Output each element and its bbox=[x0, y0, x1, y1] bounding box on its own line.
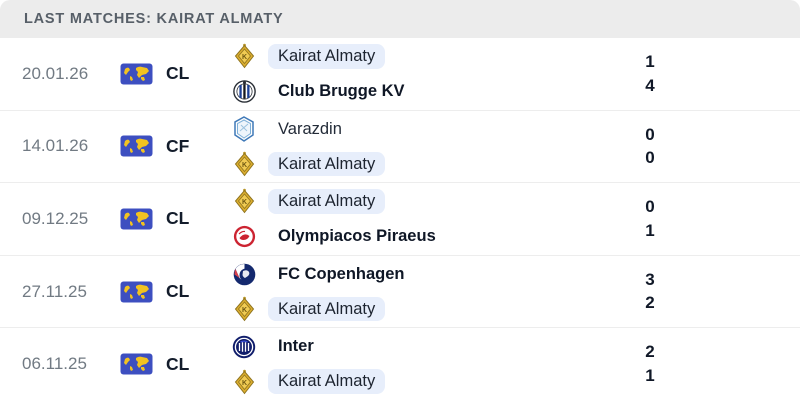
away-score: 2 bbox=[645, 293, 655, 313]
svg-text:K: K bbox=[241, 307, 246, 314]
team-name: Inter bbox=[278, 337, 314, 356]
svg-text:K: K bbox=[241, 162, 246, 169]
club-brugge-logo-icon bbox=[232, 78, 256, 104]
match-list: 20.01.26 CL K Kairat Almaty Club Brugge … bbox=[0, 38, 800, 400]
team-name: Olympiacos Piraeus bbox=[278, 227, 436, 246]
match-date: 27.11.25 bbox=[22, 281, 87, 301]
team-line-home: K Kairat Almaty bbox=[232, 185, 800, 217]
away-score: 4 bbox=[645, 75, 655, 95]
svg-text:K: K bbox=[241, 199, 246, 206]
away-score: 1 bbox=[645, 220, 655, 240]
team-line-home: K Kairat Almaty bbox=[232, 40, 800, 72]
team-line-away: K Kairat Almaty bbox=[232, 366, 800, 398]
match-row[interactable]: 14.01.26 CF Varazdin K Kairat Almaty 0 0 bbox=[0, 110, 800, 184]
world-flag-icon bbox=[120, 208, 153, 230]
svg-text:K: K bbox=[241, 380, 246, 387]
team-line-home: FC Copenhagen bbox=[232, 258, 800, 290]
team-name: Varazdin bbox=[278, 119, 342, 138]
competition: CL bbox=[120, 208, 232, 230]
teams: Varazdin K Kairat Almaty bbox=[232, 113, 800, 180]
team-name: Kairat Almaty bbox=[268, 369, 386, 394]
teams: FC Copenhagen K Kairat Almaty bbox=[232, 258, 800, 325]
widget-header: LAST MATCHES: KAIRAT ALMATY bbox=[0, 0, 800, 38]
team-line-away: Olympiacos Piraeus bbox=[232, 220, 800, 252]
match-date: 06.11.25 bbox=[22, 354, 87, 374]
teams: K Kairat Almaty Olympiacos Piraeus bbox=[232, 185, 800, 252]
kairat-almaty-logo-icon: K bbox=[232, 369, 256, 395]
away-score: 1 bbox=[645, 365, 655, 385]
team-name: Kairat Almaty bbox=[268, 189, 386, 214]
competition: CL bbox=[120, 63, 232, 85]
world-flag-icon bbox=[120, 135, 153, 157]
world-flag-icon bbox=[120, 281, 153, 303]
kairat-almaty-logo-icon: K bbox=[232, 43, 256, 69]
widget-title: LAST MATCHES: KAIRAT ALMATY bbox=[24, 11, 284, 27]
match-row[interactable]: 20.01.26 CL K Kairat Almaty Club Brugge … bbox=[0, 38, 800, 111]
team-line-away: Club Brugge KV bbox=[232, 75, 800, 107]
match-date: 09.12.25 bbox=[22, 208, 89, 228]
world-flag-icon bbox=[120, 353, 153, 375]
home-score: 0 bbox=[645, 197, 655, 217]
home-score: 0 bbox=[645, 124, 655, 144]
match-row[interactable]: 06.11.25 CL Inter K Kairat Almaty 2 1 bbox=[0, 328, 800, 400]
competition-code: CL bbox=[166, 63, 190, 84]
kairat-almaty-logo-icon: K bbox=[232, 151, 256, 177]
home-score: 3 bbox=[645, 269, 655, 289]
match-row[interactable]: 27.11.25 CL FC Copenhagen K Kairat Almat… bbox=[0, 255, 800, 329]
kairat-almaty-logo-icon: K bbox=[232, 188, 256, 214]
varazdin-logo-icon bbox=[232, 116, 256, 142]
match-date: 20.01.26 bbox=[22, 63, 89, 83]
world-flag-icon bbox=[120, 63, 153, 85]
team-name: Kairat Almaty bbox=[268, 44, 386, 69]
fc-copenhagen-logo-icon bbox=[232, 261, 256, 287]
competition: CL bbox=[120, 281, 232, 303]
team-line-home: Inter bbox=[232, 331, 800, 363]
match-date: 14.01.26 bbox=[22, 136, 89, 156]
competition: CL bbox=[120, 353, 232, 375]
competition-code: CF bbox=[166, 135, 190, 156]
team-name: FC Copenhagen bbox=[278, 264, 405, 283]
team-line-home: Varazdin bbox=[232, 113, 800, 145]
team-name: Kairat Almaty bbox=[268, 151, 386, 177]
team-line-away: K Kairat Almaty bbox=[232, 293, 800, 325]
competition-code: CL bbox=[166, 281, 190, 302]
teams: K Kairat Almaty Club Brugge KV bbox=[232, 40, 800, 107]
competition-code: CL bbox=[166, 208, 190, 229]
competition-code: CL bbox=[166, 353, 190, 374]
match-row[interactable]: 09.12.25 CL K Kairat Almaty Olympiacos P… bbox=[0, 183, 800, 256]
teams: Inter K Kairat Almaty bbox=[232, 331, 800, 398]
home-score: 1 bbox=[645, 52, 655, 71]
team-line-away: K Kairat Almaty bbox=[232, 148, 800, 180]
away-score: 0 bbox=[645, 148, 655, 168]
inter-logo-icon bbox=[232, 334, 256, 360]
team-name: Kairat Almaty bbox=[268, 296, 386, 322]
kairat-almaty-logo-icon: K bbox=[232, 296, 256, 322]
svg-text:K: K bbox=[241, 54, 246, 61]
home-score: 2 bbox=[645, 342, 655, 362]
team-name: Club Brugge KV bbox=[278, 82, 405, 101]
olympiacos-logo-icon bbox=[232, 223, 256, 249]
competition: CF bbox=[120, 135, 232, 157]
